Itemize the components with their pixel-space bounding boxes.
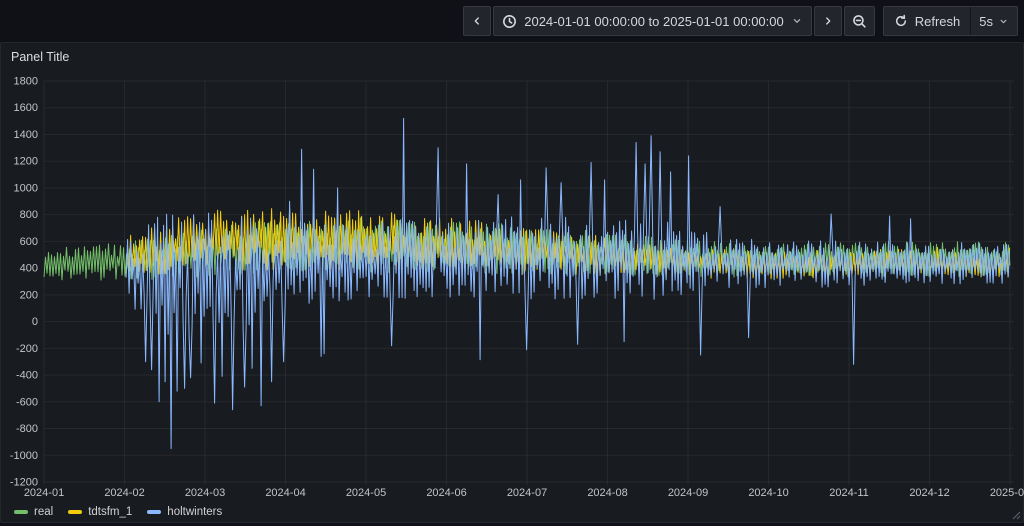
time-range-picker-button[interactable]: 2024-01-01 00:00:00 to 2025-01-01 00:00:… — [493, 6, 812, 36]
legend-label: holtwinters — [167, 506, 222, 518]
legend-item-tdtsfm_1[interactable]: tdtsfm_1 — [68, 506, 132, 518]
dashboard-toolbar: 2024-01-01 00:00:00 to 2025-01-01 00:00:… — [0, 0, 1024, 42]
y-axis-tick-label: 600 — [20, 236, 38, 248]
y-axis-tick-label: 1000 — [14, 182, 38, 194]
legend-item-holtwinters[interactable]: holtwinters — [147, 506, 222, 518]
y-axis-tick-label: -600 — [16, 396, 38, 408]
y-axis-tick-label: 1800 — [14, 76, 38, 88]
y-axis-tick-label: 1200 — [14, 156, 38, 168]
chevron-right-icon — [822, 15, 834, 27]
time-series-panel: Panel Title 1800 1600 1400 1200 1000 800 600 40… — [0, 42, 1024, 523]
zoom-out-time-button[interactable] — [844, 6, 875, 36]
refresh-button-group: Refresh 5s — [883, 6, 1018, 36]
series-line-holtwinters — [126, 118, 1010, 448]
panel-resize-handle[interactable] — [1010, 509, 1021, 520]
x-axis-tick-label: 2024-10 — [748, 487, 788, 499]
chevron-down-icon — [998, 16, 1009, 27]
y-axis-tick-label: -800 — [16, 423, 38, 435]
y-axis-tick-label: 1400 — [14, 129, 38, 141]
chevron-down-icon — [791, 15, 803, 27]
y-axis-tick-label: 1600 — [14, 102, 38, 114]
time-shift-back-button[interactable] — [463, 6, 491, 36]
legend-label: real — [34, 506, 53, 518]
legend-item-real[interactable]: real — [14, 506, 53, 518]
y-axis-tick-label: 0 — [32, 316, 38, 328]
refresh-interval-dropdown[interactable]: 5s — [970, 7, 1017, 35]
y-axis-tick-label: 800 — [20, 209, 38, 221]
chevron-left-icon — [471, 15, 483, 27]
clock-icon — [502, 14, 517, 29]
legend-label: tdtsfm_1 — [88, 506, 132, 518]
time-shift-forward-button[interactable] — [814, 6, 842, 36]
refresh-sync-icon — [894, 14, 908, 28]
y-axis-tick-label: -200 — [16, 343, 38, 355]
legend-swatch — [68, 510, 82, 514]
x-axis-tick-label: 2024-05 — [346, 487, 386, 499]
y-axis-tick-label: -400 — [16, 370, 38, 382]
x-axis-tick-label: 2024-02 — [104, 487, 144, 499]
x-axis-tick-label: 2024-06 — [426, 487, 466, 499]
x-axis-tick-label: 2024-08 — [587, 487, 627, 499]
time-series-chart[interactable]: 1800 1600 1400 1200 1000 800 600 400 200 0 -200 -40… — [1, 43, 1024, 503]
y-axis-tick-label: 200 — [20, 289, 38, 301]
chart-legend: real tdtsfm_1 holtwinters — [14, 506, 222, 518]
x-axis-tick-label: 2024-11 — [829, 487, 869, 499]
x-axis-tick-label: 2024-01 — [24, 487, 64, 499]
x-axis-tick-label: 2024-12 — [909, 487, 949, 499]
refresh-interval-value: 5s — [979, 14, 993, 29]
time-range-label: 2024-01-01 00:00:00 to 2025-01-01 00:00:… — [524, 14, 784, 29]
y-axis-tick-label: -1000 — [10, 450, 38, 462]
legend-swatch — [147, 510, 161, 514]
x-axis-tick-label: 2024-04 — [265, 487, 305, 499]
refresh-label: Refresh — [915, 14, 961, 29]
panel-title[interactable]: Panel Title — [11, 50, 69, 64]
x-axis-tick-label: 2024-03 — [185, 487, 225, 499]
x-axis-tick-label: 2024-09 — [668, 487, 708, 499]
x-axis-tick-label: 2025-01 — [990, 487, 1024, 499]
x-axis-tick-label: 2024-07 — [507, 487, 547, 499]
y-axis-tick-label: 400 — [20, 263, 38, 275]
refresh-button[interactable]: Refresh — [884, 7, 971, 35]
zoom-out-icon — [852, 14, 867, 29]
legend-swatch — [14, 510, 28, 514]
